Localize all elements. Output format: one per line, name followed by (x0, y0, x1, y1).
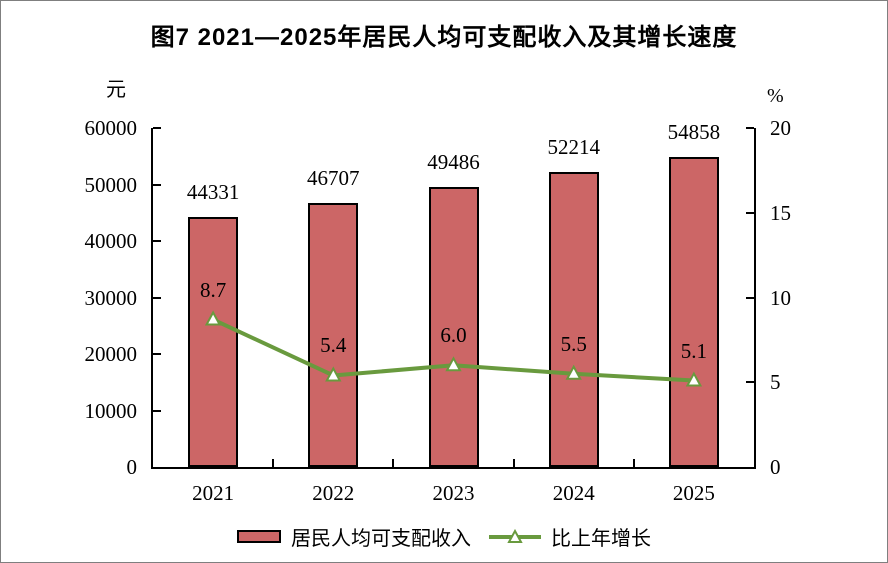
x-axis-line (151, 467, 756, 469)
income-bar (548, 171, 599, 467)
income-bar (308, 203, 359, 467)
x-axis-label: 2023 (432, 481, 475, 505)
bar-value-label: 44331 (186, 179, 240, 204)
growth-value-label: 8.7 (199, 277, 227, 302)
x-axis-label: 2024 (552, 481, 595, 505)
left-axis-tick (153, 296, 161, 299)
x-axis-tick (632, 459, 635, 467)
triangle-marker-icon (445, 356, 462, 372)
left-axis-tick-label: 30000 (84, 285, 138, 310)
left-axis-tick-label: 40000 (84, 229, 138, 253)
bar-value-label: 54858 (667, 120, 721, 145)
bar-value-label: 52214 (547, 134, 600, 159)
right-axis-tick-label: 20 (770, 116, 791, 140)
right-axis-line (754, 128, 756, 469)
growth-value-label: 5.5 (560, 331, 587, 356)
right-axis-tick-label: 15 (770, 200, 791, 225)
left-axis-tick (153, 409, 161, 412)
x-axis-tick (392, 459, 395, 467)
x-axis-tick (272, 459, 275, 467)
x-axis-tick (512, 459, 515, 467)
triangle-marker-icon (204, 310, 222, 326)
left-axis-unit-label: 元 (106, 79, 126, 101)
left-axis-tick (153, 183, 161, 186)
right-axis-tick (746, 381, 754, 384)
right-axis-tick (746, 127, 754, 129)
growth-value-label: 6.0 (440, 323, 467, 348)
right-axis-tick-label: 5 (770, 370, 781, 395)
income-bar (668, 157, 719, 467)
income-bar (428, 187, 479, 467)
x-axis-label: 2022 (312, 481, 355, 505)
legend-bar-label: 居民人均可支配收入 (291, 528, 471, 550)
line-series (204, 310, 703, 387)
right-axis-unit-label: % (767, 85, 784, 107)
bar-value-label: 49486 (427, 150, 480, 175)
legend-bar-swatch (237, 530, 281, 543)
legend: 居民人均可支配收入 比上年增长 (1, 522, 887, 551)
left-axis-tick-label: 0 (126, 455, 138, 479)
legend-line-label: 比上年增长 (551, 528, 651, 550)
left-axis-tick-label: 10000 (84, 398, 138, 423)
right-axis-tick-label: 10 (770, 285, 791, 310)
right-axis-tick (746, 296, 754, 299)
line-marker-icon (489, 528, 541, 543)
income-bar (188, 216, 239, 467)
legend-line-swatch (489, 528, 541, 545)
left-axis-line (151, 128, 153, 469)
triangle-marker-icon (325, 366, 342, 382)
chart-title: 图7 2021—2025年居民人均可支配收入及其增长速度 (150, 24, 738, 51)
bar-value-label: 46707 (307, 166, 360, 191)
left-axis-tick-label: 20000 (84, 342, 138, 366)
left-axis-tick (153, 353, 161, 355)
growth-value-label: 5.1 (680, 338, 708, 363)
x-axis-label: 2021 (192, 481, 235, 505)
left-axis-tick-label: 60000 (84, 116, 138, 140)
left-axis-tick (153, 240, 161, 242)
left-axis-tick-label: 50000 (84, 172, 138, 197)
right-axis-tick-label: 0 (770, 455, 781, 479)
triangle-marker-icon (685, 371, 703, 387)
left-axis-tick (153, 127, 161, 129)
growth-value-label: 5.4 (320, 333, 347, 358)
triangle-marker-icon (565, 364, 582, 380)
x-axis-label: 2025 (672, 481, 715, 505)
right-axis-tick (746, 211, 754, 214)
